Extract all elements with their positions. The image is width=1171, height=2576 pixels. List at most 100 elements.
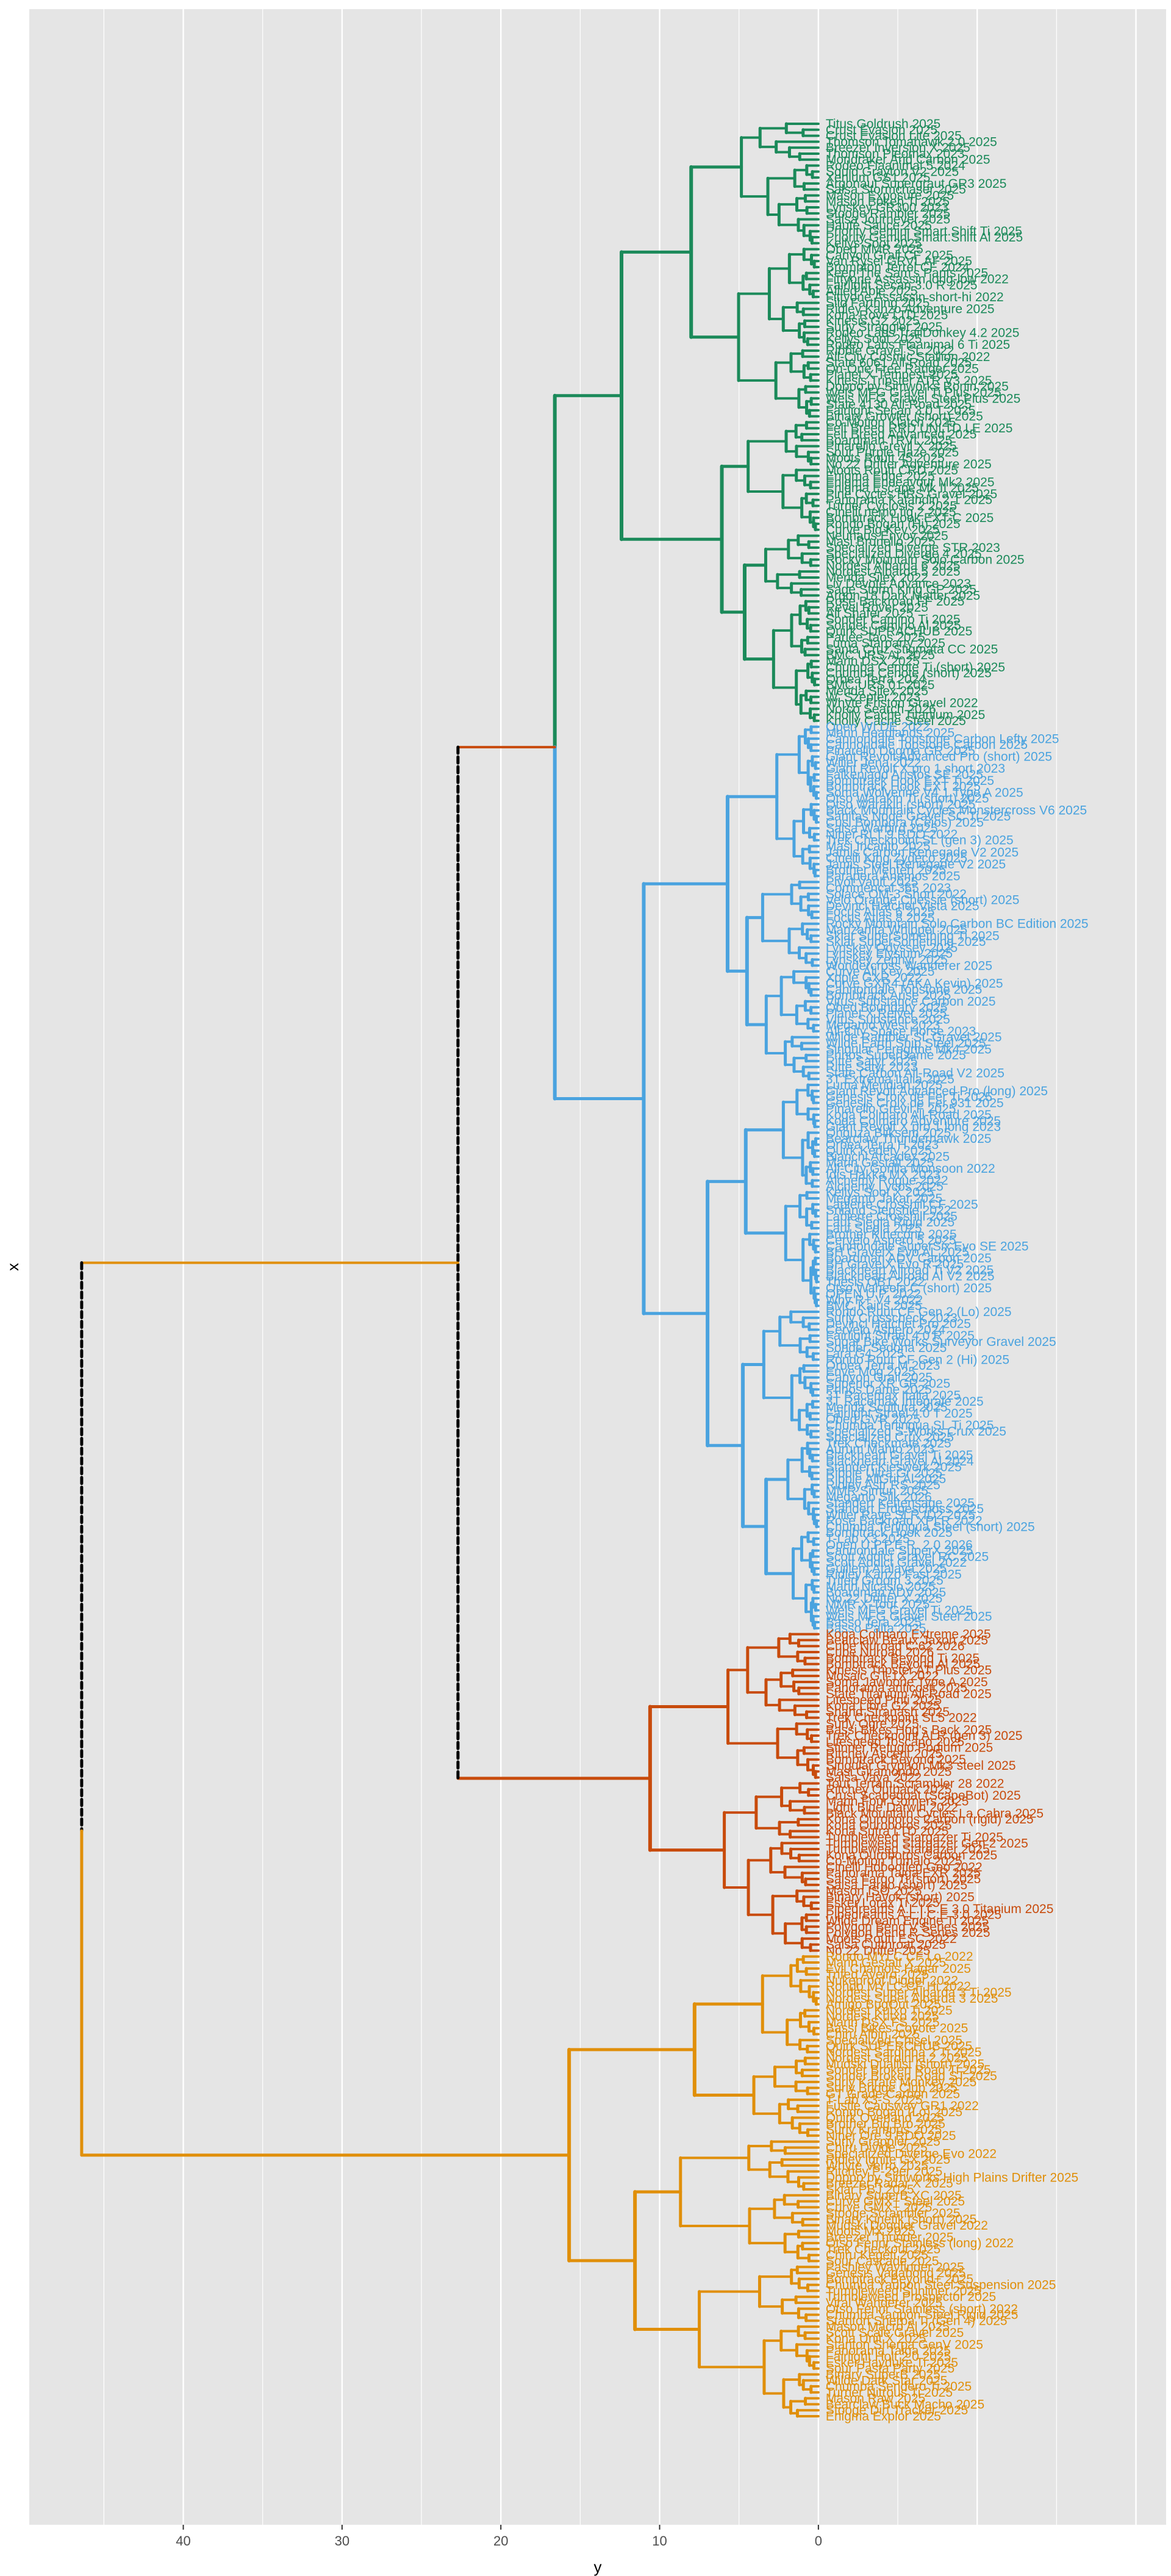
leaf-label: Binary Growler (short) 2025: [826, 410, 983, 424]
leaf-label: Kona Sutra LTD 2025: [826, 1825, 949, 1839]
leaf-label: Giant Revolt X pro 1 short 2023: [826, 762, 1005, 776]
x-tick-label: 40: [176, 2533, 190, 2549]
leaf-label: Specialized S-Works Crux 2025: [826, 1425, 1006, 1439]
leaf-label: Trek Checkout 2025: [826, 2242, 940, 2256]
leaf-label: Kellys Soot 2025: [826, 237, 922, 251]
leaf-label: Wilde Earth Ship Steel 2025: [826, 1037, 986, 1051]
leaf-label: Silo Farthing 2025: [826, 296, 929, 310]
leaf-label: Bassi Bikes Hog's Back 2025: [826, 1723, 992, 1737]
leaf-label: Open WI.DE 2022: [826, 720, 929, 734]
leaf-label: State Titanium All-Road 2025: [826, 1687, 992, 1701]
leaf-label: Esker Lorax Ti 2025: [826, 1896, 940, 1910]
leaf-label: Marin Headlands 2025: [826, 726, 954, 740]
leaf-label: Megamo Jakar 2025: [826, 1192, 942, 1206]
leaf-label: Mason Macro Al 2025: [826, 2320, 950, 2334]
leaf-label: MMR Simun 2025: [826, 1484, 928, 1498]
leaf-label: Panorama Katahdin 2.1 2025: [826, 493, 992, 507]
leaf-label: Parlee Taos 2025: [826, 631, 925, 645]
leaf-label: Wondercross Wanderer 2025: [826, 959, 992, 973]
leaf-label: Canyon Grail 2025: [826, 1371, 933, 1385]
leaf-label: Quirk Overland 2025: [826, 2111, 944, 2125]
leaf-label: Surly Grappler 2025: [826, 2135, 940, 2149]
leaf-label: Rondo MYLC CF Lo 2022: [826, 1950, 973, 1964]
leaf-label: Kona Libre G2 2025: [826, 1699, 940, 1713]
leaf-label: Koga Colmaro All-Road 2025: [826, 1108, 992, 1122]
leaf-label: Mudski Duallist (short) 2025: [826, 2057, 984, 2071]
leaf-label: Soma Wolverine V4.1 Type A 2025: [826, 785, 1023, 800]
leaf-label: Moots MX 2025: [826, 2225, 915, 2239]
leaf-label: Sugar Bike Works Surveyor Gravel 2025: [826, 1335, 1056, 1349]
leaf-label: Van Rysel GRVL AF 2025: [826, 254, 972, 268]
leaf-label: Binary SuperB 2025: [826, 2367, 940, 2381]
leaf-label: Pinarello Dogma GR 2025: [826, 744, 975, 758]
leaf-label: Giant Revolt X pro 1 long 2023: [826, 1120, 1001, 1134]
leaf-label: Doppo by Simworks Ronin 2025: [826, 380, 1009, 394]
leaf-label: Rodeo Labs Flaanimal 6 Ti 2025: [826, 338, 1010, 352]
leaf-label: Alchemy Lycos 2025: [826, 1179, 944, 1193]
leaf-label: Devinci Hatchet Pro 2025: [826, 1317, 971, 1331]
leaf-label: Masi Giramondo 2025: [826, 1765, 952, 1779]
leaf-label: Fittyone Assassin long-low 2022: [826, 273, 1009, 287]
leaf-label: Tumbleweed Stargazer Gen 2 2025: [826, 1836, 1028, 1850]
leaf-label: Boardman ADV 2025: [826, 1586, 946, 1600]
leaf-label: Genesis Croix de Fer Ti 2025: [826, 1090, 992, 1104]
leaf-label: Pinarello Grevil X 2025: [826, 440, 957, 454]
leaf-label: Standert Kieswerk 2025: [826, 1461, 962, 1475]
leaf-label: Chumba Sendero Ti 2025: [826, 2380, 972, 2394]
leaf-label: 3T Extrema Italia 2025: [826, 1072, 954, 1086]
leaf-label: Trek Checkpoint SL (gen 3) 2025: [826, 834, 1014, 848]
leaf-label: Pinarello Grevil F 2025: [826, 1102, 956, 1116]
leaf-label: Tumbleweed Stargazer 2025: [826, 1842, 990, 1856]
leaf-label: Rose Backroad FF 2025: [826, 595, 965, 609]
leaf-label: Chumba Cenote (short) 2025: [826, 667, 992, 681]
leaf-label: Chumba Yaupon Steel Rigid 2025: [826, 2308, 1019, 2322]
leaf-label: Liv Devote Advance 2023: [826, 577, 971, 591]
leaf-label: Curve GMX+ Steel 2025: [826, 2195, 965, 2209]
leaf-label: Co-Motion Tumalo 2025: [826, 1855, 962, 1869]
leaf-label: Pipedreams A.L.I.C.E 3.0 Titanium 2025: [826, 1902, 1054, 1916]
leaf-label: Whyte Verro 2025: [826, 2159, 928, 2173]
leaf-label: Cube Nuroad 2026: [826, 1645, 934, 1659]
leaf-label: Salsa Fargo (short) 2025: [826, 1878, 967, 1892]
leaf-label: Pivot Vault 2025: [826, 875, 918, 889]
leaf-label: Salsa Journeyer 2025: [826, 213, 950, 227]
leaf-label: Binary Kinetik (short) 2025: [826, 2213, 976, 2227]
leaf-label: Trek Checkmate 2025: [826, 1436, 951, 1450]
leaf-label: Ridley Ignite GX 2025: [826, 2153, 950, 2167]
leaf-label: Argon 18 Dark Matter 2025: [826, 589, 980, 603]
leaf-label: Brother Big Bro 2025: [826, 2117, 945, 2131]
leaf-label: Nordest Kutxo Ti 2025: [826, 2003, 953, 2017]
leaf-label: Bombtrack Hook EXT Ti 2025: [826, 774, 994, 788]
leaf-label: Singular Peregrine Mk4 2025: [826, 1042, 992, 1056]
leaf-label: Black Mountain Cycles La Cabra 2025: [826, 1806, 1044, 1820]
leaf-label: Chumba Terlingua Steel (short) 2025: [826, 1520, 1035, 1534]
leaf-label: Doppo by Simworks High Plains Drifter 20…: [826, 2170, 1078, 2184]
leaf-label: Prinos Dame 2025: [826, 1383, 932, 1397]
leaf-label: MMR X-Tour 2025: [826, 1598, 929, 1612]
leaf-label: Genesis Vagabond 2025: [826, 2266, 966, 2280]
leaf-label: Breezer Thunder 2025: [826, 2230, 954, 2244]
leaf-label: Polygon Bend R Series 2025: [826, 1926, 990, 1940]
y-axis-title: x: [4, 1263, 22, 1271]
x-axis-title: y: [594, 2558, 602, 2576]
leaf-label: Felt Breed Advanced 2025: [826, 428, 977, 442]
leaf-label: Jamis Steel Renegade V2 2025: [826, 857, 1006, 871]
leaf-label: Marin DSX FS 2025: [826, 2016, 940, 2030]
leaf-label: Curve Ali Key 2025: [826, 965, 935, 979]
leaf-label: Boardman TRVL 2025: [826, 434, 952, 448]
leaf-label: Sonder Camino Ti 2025: [826, 612, 961, 626]
leaf-label: Felt Breed RRD UNLTD LE 2025: [826, 421, 1013, 435]
leaf-label: Rodeo Flaanimal 5 2024: [826, 159, 965, 173]
leaf-label: Salsa Stormchaser 2025: [826, 183, 966, 197]
leaf-label: Blackheart Allroad Al V2 2025: [826, 1269, 995, 1283]
leaf-label: Lynskey Elysium 2025: [826, 947, 953, 961]
leaf-label: Pine Cycles HRS Gravel 2025: [826, 487, 997, 501]
leaf-label: Chiru Albin 2025: [826, 2028, 920, 2042]
leaf-label: Cinelli Hobootleg Geo 2022: [826, 1860, 983, 1874]
leaf-label: Why R+ V4 2022: [826, 1293, 923, 1307]
leaf-label: Sour Cascade 2025: [826, 2254, 939, 2268]
leaf-label: Obed GVR 2025: [826, 1412, 920, 1426]
leaf-label: Orbea Terra H 2023: [826, 1138, 939, 1152]
leaf-label: Mason Exposure 2025: [826, 188, 954, 202]
leaf-label: Mudski Doggler Gravel 2022: [826, 2219, 988, 2233]
